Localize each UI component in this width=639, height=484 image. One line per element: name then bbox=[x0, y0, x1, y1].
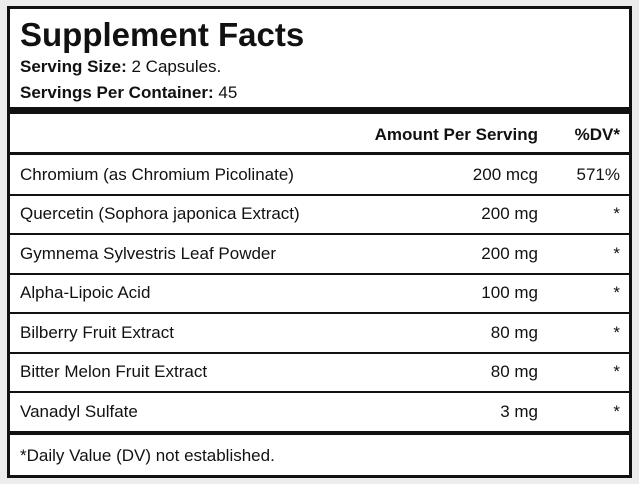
ingredient-name: Bilberry Fruit Extract bbox=[20, 322, 174, 342]
daily-value: * bbox=[613, 322, 620, 342]
row-rule bbox=[10, 351, 629, 354]
title: Supplement Facts bbox=[20, 16, 305, 53]
ingredient-name: Vanadyl Sulfate bbox=[20, 401, 138, 421]
serving-size: Serving Size: 2 Capsules. bbox=[20, 57, 221, 77]
daily-value: * bbox=[613, 362, 620, 382]
ingredient-name: Alpha-Lipoic Acid bbox=[20, 283, 151, 303]
row-rule bbox=[10, 391, 629, 393]
row-rule bbox=[10, 233, 629, 235]
daily-value: * bbox=[613, 401, 620, 421]
servings-label: Servings Per Container: bbox=[20, 83, 214, 102]
ingredient-name: Gymnema Sylvestris Leaf Powder bbox=[20, 243, 277, 263]
daily-value: * bbox=[613, 243, 620, 263]
header-rule bbox=[10, 152, 629, 155]
daily-value: * bbox=[613, 204, 620, 224]
amount: 200 mg bbox=[481, 204, 538, 224]
serving-size-label: Serving Size: bbox=[20, 57, 127, 76]
amount: 80 mg bbox=[490, 322, 538, 342]
thick-rule bbox=[10, 431, 629, 435]
ingredient-name: Chromium (as Chromium Picolinate) bbox=[20, 164, 294, 184]
daily-value: * bbox=[613, 283, 620, 303]
ingredient-name: Bitter Melon Fruit Extract bbox=[20, 362, 208, 382]
ingredient-name: Quercetin (Sophora japonica Extract) bbox=[20, 204, 300, 224]
supplement-facts-label: Supplement Facts Serving Size: 2 Capsule… bbox=[7, 6, 632, 478]
amount: 3 mg bbox=[500, 401, 538, 421]
amount: 80 mg bbox=[490, 362, 538, 382]
footnote: *Daily Value (DV) not established. bbox=[20, 446, 275, 465]
amount: 100 mg bbox=[481, 283, 538, 303]
row-rule bbox=[10, 193, 629, 196]
row-rule bbox=[10, 272, 629, 275]
thick-rule bbox=[10, 107, 629, 114]
daily-value: 571% bbox=[576, 164, 620, 184]
amount: 200 mg bbox=[481, 243, 538, 263]
row-rule bbox=[10, 312, 629, 314]
servings-per-container: Servings Per Container: 45 bbox=[20, 83, 237, 103]
column-header: %DV* bbox=[574, 125, 620, 144]
column-header: Amount Per Serving bbox=[374, 125, 538, 144]
serving-size-value: 2 Capsules. bbox=[131, 57, 222, 76]
amount: 200 mcg bbox=[472, 164, 538, 184]
servings-value: 45 bbox=[218, 83, 238, 102]
